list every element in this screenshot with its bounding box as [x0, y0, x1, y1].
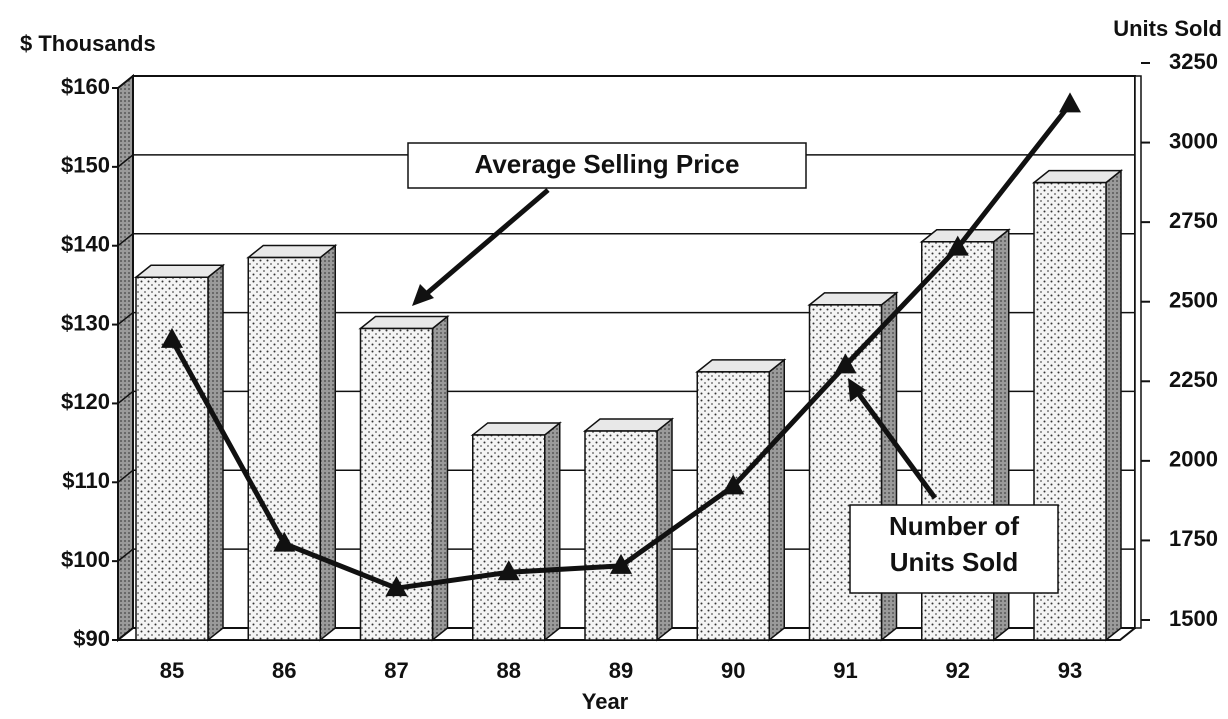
bar-top	[246, 244, 338, 259]
x-tick-label: 85	[160, 658, 184, 683]
annotations: Average Selling Price Number of Units Sold	[407, 142, 1059, 594]
line-marker	[497, 560, 520, 581]
x-tick-label: 90	[721, 658, 745, 683]
x-tick-label: 91	[833, 658, 857, 683]
right-wall	[1134, 75, 1142, 629]
bar-front	[584, 430, 658, 641]
bar-top	[470, 422, 562, 436]
x-tick-label: 88	[497, 658, 521, 683]
x-axis-label: Year	[582, 689, 629, 714]
y-tick-label: $110	[62, 468, 110, 493]
y2-tick-label: 2000	[1169, 447, 1218, 472]
bar-top	[358, 315, 450, 330]
bar-front	[472, 434, 546, 641]
bar-top	[133, 264, 226, 279]
grid-line	[117, 154, 134, 168]
x-tick-label: 87	[384, 658, 408, 683]
x-tick-label: 93	[1058, 658, 1082, 683]
annotation-arrow	[423, 188, 550, 297]
annotation: Units Sold	[890, 547, 1019, 577]
grid-line	[117, 233, 134, 247]
bar	[133, 263, 226, 642]
x-tick-label: 86	[272, 658, 296, 683]
y2-axis-label: Units Sold	[1113, 16, 1222, 41]
bar-side	[431, 314, 449, 642]
grid-line	[117, 627, 134, 641]
x-tick-label: 89	[609, 658, 633, 683]
line-marker	[161, 327, 183, 348]
y-tick-label: $120	[61, 389, 110, 414]
y-tick-label: $150	[61, 153, 110, 178]
bar-top	[1031, 169, 1124, 184]
y-tick-label: $100	[61, 547, 110, 572]
line-series	[161, 92, 1081, 597]
arrow-head	[412, 284, 434, 306]
x-tick-label: 92	[946, 658, 970, 683]
y-tick-label: $130	[61, 310, 110, 335]
y-tick-label: $90	[73, 626, 110, 651]
line-marker	[722, 474, 745, 495]
bar-side	[207, 263, 224, 642]
y2-tick-label: 2750	[1169, 208, 1218, 233]
line-marker	[834, 353, 857, 374]
y2-tick-label: 1750	[1169, 526, 1218, 551]
line-marker	[1059, 92, 1081, 113]
y-tick-label: $160	[61, 74, 110, 99]
line-marker	[610, 553, 632, 574]
bar-side	[544, 421, 561, 642]
annotation: Average Selling Price	[475, 149, 740, 179]
grid-line	[117, 311, 134, 326]
y2-tick-label: 2250	[1169, 367, 1218, 392]
bar-top	[695, 359, 787, 373]
bar-front	[247, 256, 321, 641]
line-marker	[385, 576, 408, 597]
annotation: Number of	[889, 511, 1019, 541]
annotation-arrow	[855, 391, 938, 500]
annotation-box	[849, 504, 1059, 594]
bar-side	[768, 358, 785, 642]
y2-tick-label: 3250	[1169, 49, 1218, 74]
bar	[470, 421, 562, 642]
y-axis-label: $ Thousands	[20, 31, 156, 56]
bar-top	[807, 292, 899, 306]
y2-tick-label: 1500	[1169, 606, 1218, 631]
grid-line	[117, 548, 134, 562]
y-tick-label: $140	[61, 232, 110, 257]
bar-top	[582, 418, 675, 432]
grid-line	[117, 469, 134, 483]
y2-tick-label: 3000	[1169, 128, 1218, 153]
bar-side	[319, 243, 336, 642]
bar	[582, 417, 675, 642]
line-marker	[273, 531, 296, 552]
bar	[246, 243, 338, 642]
arrow-head	[848, 378, 866, 402]
grid-line	[117, 75, 134, 89]
y2-tick-label: 2500	[1169, 288, 1218, 313]
bar-side	[1105, 169, 1122, 642]
line-marker	[946, 235, 969, 256]
grid-line	[117, 390, 134, 405]
labels: $ Thousands Units Sold Year $90 $100 $110 $…	[20, 16, 1222, 714]
annotation-box	[407, 142, 807, 189]
